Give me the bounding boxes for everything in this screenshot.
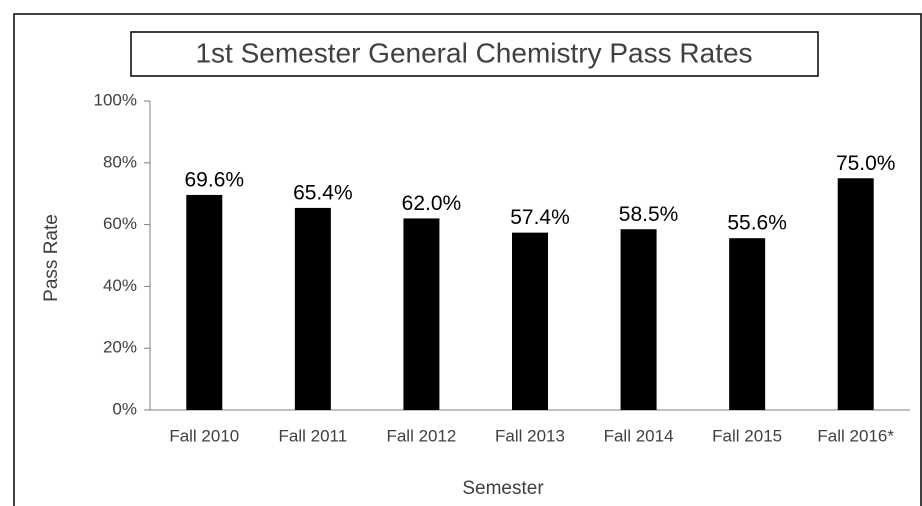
value-label: 75.0% — [836, 152, 896, 175]
chart-frame — [13, 13, 922, 506]
y-tick-label: 100% — [94, 90, 137, 109]
x-tick-label: Fall 2011 — [279, 426, 348, 445]
y-tick-label: 40% — [103, 276, 137, 295]
bar — [620, 229, 657, 410]
y-tick-label: 20% — [103, 338, 137, 357]
value-label: 57.4% — [510, 206, 570, 229]
y-axis-title: Pass Rate — [41, 214, 62, 302]
chart-title: 1st Semester General Chemistry Pass Rate… — [195, 37, 752, 68]
y-tick-label: 80% — [103, 152, 137, 171]
bar — [403, 218, 440, 410]
value-label: 55.6% — [727, 212, 787, 235]
x-tick-label: Fall 2014 — [604, 426, 674, 445]
bar — [837, 178, 874, 410]
bar — [294, 207, 331, 410]
value-label: 62.0% — [402, 192, 462, 215]
x-tick-label: Fall 2013 — [495, 426, 565, 445]
x-tick-label: Fall 2015 — [712, 426, 782, 445]
bar — [729, 238, 766, 410]
value-label: 69.6% — [185, 168, 245, 191]
y-tick-label: 60% — [103, 214, 137, 233]
title-box — [130, 31, 819, 77]
y-tick-label: 0% — [112, 399, 137, 418]
bar — [186, 194, 223, 410]
x-tick-label: Fall 2016* — [817, 426, 894, 445]
value-label: 58.5% — [619, 203, 679, 226]
value-label: 65.4% — [293, 181, 353, 204]
x-tick-label: Fall 2012 — [386, 426, 456, 445]
x-axis-title: Semester — [462, 478, 544, 499]
x-tick-label: Fall 2010 — [169, 426, 239, 445]
bar — [512, 232, 548, 410]
